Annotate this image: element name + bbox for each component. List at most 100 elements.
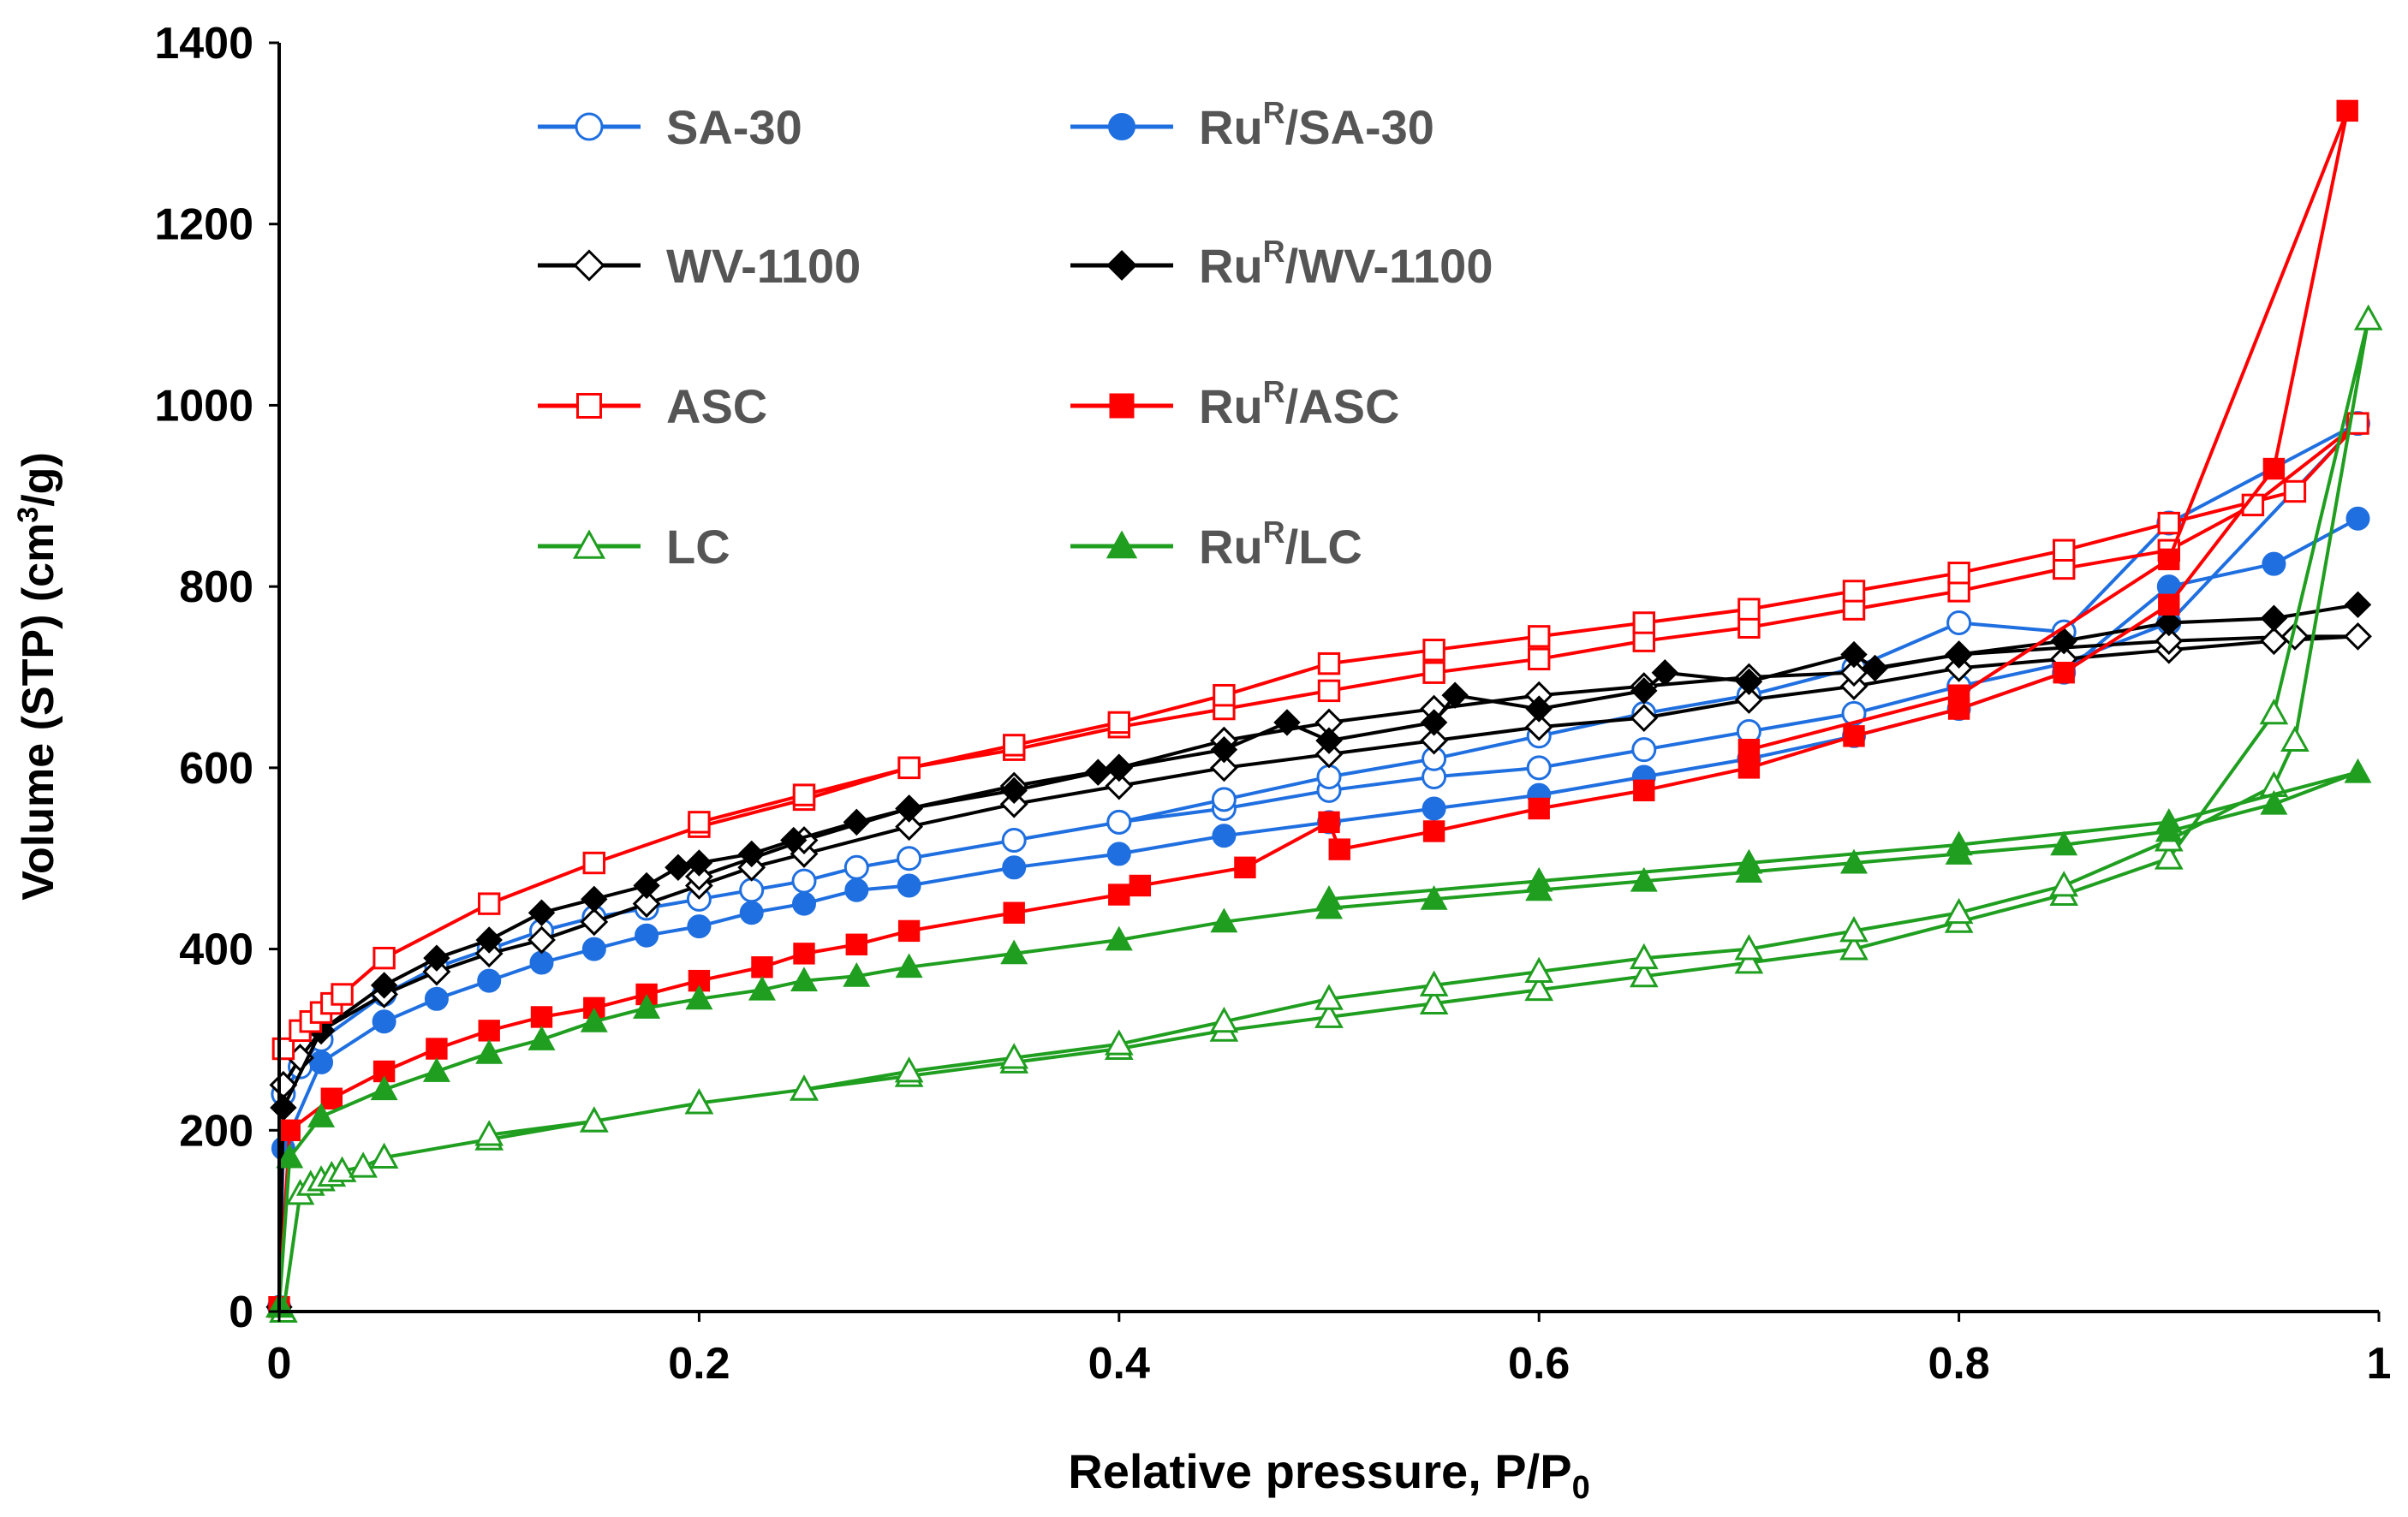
data-point-lc (1104, 1029, 1134, 1056)
data-point-rur-asc (2336, 99, 2358, 122)
data-point-rur-wv-1100 (2050, 627, 2077, 655)
legend-item: RuR/SA-30 (1070, 95, 1434, 154)
data-point-rur-asc (2158, 593, 2180, 616)
data-point-asc (1842, 580, 1866, 603)
data-point-asc (1213, 683, 1236, 707)
data-point-wv-1100 (580, 907, 609, 937)
legend-swatch-marker (1108, 113, 1135, 140)
data-point-rur-wv-1100 (1945, 640, 1973, 669)
data-point-rur-wv-1100 (895, 794, 923, 823)
data-point-lc (1314, 1002, 1344, 1028)
series-asc (271, 412, 2369, 1061)
data-point-wv-1100 (2344, 622, 2372, 651)
data-point-rur-wv-1100 (581, 885, 608, 913)
legend-label-suffix: /WV-1100 (1285, 239, 1493, 293)
data-point-asc (2157, 511, 2181, 535)
data-point-lc (1839, 916, 1869, 943)
data-point-wv-1100 (474, 939, 504, 968)
data-point-rur-asc (1422, 820, 1445, 842)
y-tick-label: 1200 (154, 200, 253, 250)
series-layer (265, 99, 2383, 1323)
data-point-rur-sa-30 (635, 923, 659, 948)
data-point-asc (792, 783, 816, 806)
data-point-rur-wv-1100 (1420, 709, 1448, 736)
data-point-rur-asc (1528, 797, 1550, 820)
data-point-sa-30 (739, 877, 765, 903)
data-point-rur-wv-1100 (1735, 668, 1763, 696)
data-point-asc (1107, 711, 1130, 735)
data-point-wv-1100 (684, 862, 713, 891)
data-point-rur-sa-30 (424, 986, 449, 1011)
data-point-asc (331, 983, 354, 1006)
x-axis-label-subscript: 0 (1572, 1470, 1590, 1506)
data-point-rur-asc (2053, 662, 2075, 684)
legend-swatch-marker (1106, 250, 1137, 281)
data-point-wv-1100 (1209, 753, 1238, 782)
data-point-rur-sa-30 (897, 873, 921, 898)
data-point-asc (1632, 611, 1655, 634)
data-point-rur-asc (1737, 738, 1761, 761)
data-point-rur-wv-1100 (1630, 677, 1658, 705)
data-point-rur-lc (895, 953, 923, 979)
legend-label-superscript: R (1263, 95, 1285, 130)
data-point-rur-asc (2158, 548, 2180, 571)
data-point-rur-lc (1840, 848, 1868, 874)
legend-label-superscript: R (1263, 515, 1285, 550)
data-point-rur-asc (845, 933, 867, 955)
data-point-rur-sa-30 (739, 901, 764, 925)
legend-item: RuR/WV-1100 (1070, 234, 1493, 293)
data-point-rur-lc (1000, 939, 1028, 965)
data-point-rur-wv-1100 (1651, 658, 1679, 687)
data-point-asc (2283, 479, 2307, 503)
data-point-wv-1100 (895, 812, 924, 842)
data-point-asc (1528, 625, 1551, 648)
data-point-rur-sa-30 (529, 950, 554, 975)
data-point-rur-wv-1100 (1273, 709, 1301, 736)
data-point-lc (1944, 897, 1974, 925)
data-point-rur-lc (1105, 925, 1133, 951)
data-point-rur-lc (2050, 830, 2078, 856)
legend-label: LC (666, 520, 730, 574)
data-point-rur-wv-1100 (737, 840, 766, 868)
data-point-rur-wv-1100 (1210, 735, 1238, 764)
legend-swatch-marker (572, 529, 606, 559)
data-point-rur-sa-30 (844, 877, 869, 902)
data-point-rur-asc (530, 1006, 553, 1028)
legend-label-suffix: /SA-30 (1285, 100, 1434, 154)
data-point-sa-30 (1001, 828, 1027, 854)
data-point-lc (579, 1106, 609, 1133)
data-point-wv-1100 (2155, 627, 2184, 656)
data-point-rur-lc (1525, 866, 1553, 892)
data-point-rur-lc (422, 1057, 450, 1082)
data-point-lc (999, 1043, 1029, 1069)
data-point-rur-asc (320, 1087, 343, 1109)
data-point-rur-wv-1100 (633, 872, 660, 900)
data-point-rur-lc (685, 985, 713, 1010)
data-point-wv-1100 (527, 925, 556, 955)
y-tick-label: 1000 (154, 381, 253, 431)
data-point-rur-lc (2155, 808, 2183, 833)
data-point-rur-lc (527, 1026, 556, 1050)
data-point-asc (1317, 679, 1341, 703)
y-tick-label: 600 (179, 744, 253, 794)
data-point-rur-asc (278, 1119, 301, 1141)
data-point-sa-30 (897, 846, 922, 872)
legend-label-text: LC (666, 520, 730, 574)
data-point-wv-1100 (1524, 712, 1553, 741)
data-point-rur-wv-1100 (685, 849, 713, 877)
data-point-rur-lc (2260, 789, 2288, 815)
data-point-asc (1317, 651, 1341, 675)
series-line-lc (281, 317, 2370, 1312)
data-point-rur-asc (1633, 779, 1655, 802)
x-tick-label: 0.4 (1088, 1339, 1150, 1389)
data-point-rur-wv-1100 (1861, 654, 1889, 682)
y-tick-label: 200 (179, 1106, 253, 1156)
data-point-lc (1524, 956, 1554, 983)
data-point-rur-lc (1630, 866, 1658, 892)
x-tick-label: 1 (2367, 1339, 2392, 1389)
data-point-rur-lc (1945, 830, 1973, 856)
data-point-asc (1947, 562, 1970, 585)
data-point-rur-asc (2262, 457, 2286, 480)
y-tick-label: 400 (179, 925, 253, 975)
series-lc (269, 304, 2383, 1323)
